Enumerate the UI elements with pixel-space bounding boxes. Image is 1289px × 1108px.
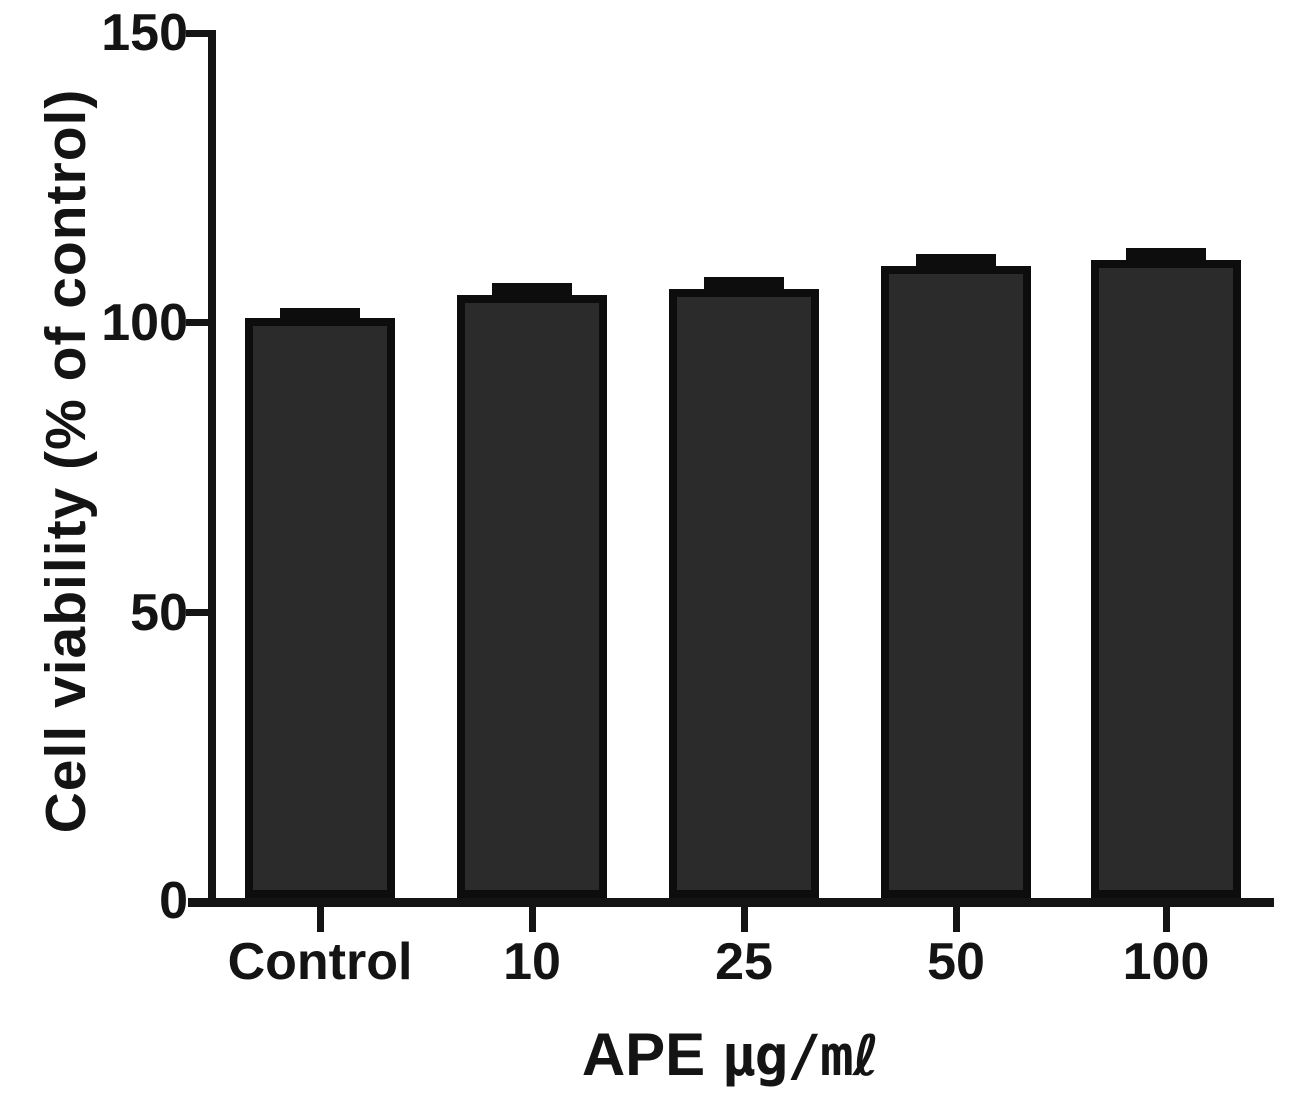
y-tick-mark bbox=[186, 30, 210, 37]
x-tick-mark bbox=[316, 905, 324, 932]
x-tick-mark bbox=[528, 905, 536, 932]
bar bbox=[457, 294, 607, 898]
x-tick-label: 100 bbox=[1122, 933, 1210, 991]
x-axis-title: APE μg/mℓ bbox=[581, 1021, 879, 1089]
x-axis-line bbox=[188, 898, 1274, 907]
y-axis-spine bbox=[208, 30, 216, 907]
x-tick-mark bbox=[1162, 905, 1170, 932]
x-axis-title-space bbox=[705, 1021, 722, 1088]
y-tick-label: 0 bbox=[159, 872, 188, 930]
y-tick-mark bbox=[186, 609, 210, 616]
x-axis-title-main: APE bbox=[581, 1021, 706, 1088]
x-axis-title-units: μg/mℓ bbox=[721, 1024, 879, 1089]
x-tick-label: 25 bbox=[715, 933, 773, 991]
error-bar-cap bbox=[280, 308, 360, 318]
bar bbox=[1091, 260, 1241, 898]
bar bbox=[669, 289, 819, 898]
y-tick-label: 150 bbox=[101, 4, 188, 62]
x-tick-label: Control bbox=[227, 933, 413, 991]
error-bar-cap bbox=[1126, 248, 1206, 260]
error-bar-cap bbox=[492, 283, 572, 295]
x-tick-mark bbox=[740, 905, 748, 932]
y-tick-label: 100 bbox=[101, 294, 188, 352]
bar bbox=[881, 265, 1031, 898]
x-tick-label: 10 bbox=[503, 933, 561, 991]
x-tick-label: 50 bbox=[927, 933, 985, 991]
x-tick-mark bbox=[952, 905, 960, 932]
y-tick-label: 50 bbox=[130, 584, 188, 642]
error-bar-cap bbox=[704, 277, 784, 289]
bar bbox=[245, 318, 395, 898]
error-bar-cap bbox=[916, 254, 996, 266]
y-axis-title: Cell viability (% of control) bbox=[34, 88, 98, 834]
y-tick-mark bbox=[186, 319, 210, 326]
